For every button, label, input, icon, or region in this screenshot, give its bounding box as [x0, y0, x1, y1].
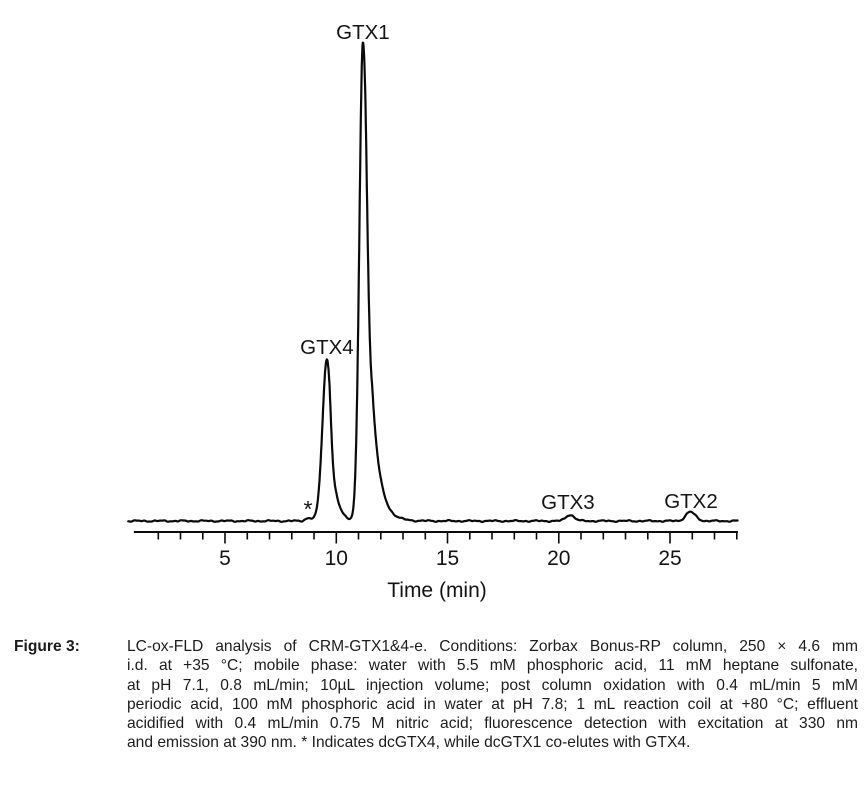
- x-tick-label-25: 25: [658, 547, 681, 570]
- x-tick-label-20: 20: [547, 547, 570, 570]
- peak-label-GTX2: GTX2: [664, 490, 718, 513]
- chromatogram-svg: 5 10 15 20 25 * GTX4 GTX1 GTX3 GTX2: [127, 21, 739, 570]
- x-axis-title: Time (min): [387, 579, 487, 602]
- chromatogram-chart: 5 10 15 20 25 * GTX4 GTX1 GTX3 GTX2 Time (min): [127, 21, 739, 602]
- caption-line: i.d. at +35 °C; mobile phase: water with…: [127, 657, 858, 675]
- caption-line: acidified with 0.4 mL/min 0.75 M nitric …: [127, 715, 858, 733]
- caption-line: periodic acid, 100 mM phosphoric acid in…: [127, 695, 858, 713]
- peak-label-GTX3: GTX3: [541, 491, 595, 514]
- caption-line: and emission at 390 nm. * Indicates dcGT…: [127, 734, 691, 752]
- peak-label-GTX1: GTX1: [336, 21, 390, 44]
- caption-line: LC-ox-FLD analysis of CRM-GTX1&4-e. Cond…: [127, 638, 858, 655]
- chromatogram-trace: [127, 41, 739, 523]
- figure-caption: Figure 3: LC-ox-FLD analysis of CRM-GTX1…: [0, 637, 865, 767]
- caption-line: at pH 7.1, 0.8 mL/min; 10µL injection vo…: [127, 676, 858, 694]
- peak-marker-dcGTX4: *: [304, 496, 313, 522]
- figure-caption-body: LC-ox-FLD analysis of CRM-GTX1&4-e. Cond…: [127, 637, 858, 753]
- figure-caption-label: Figure 3:: [14, 638, 80, 655]
- peak-label-GTX4: GTX4: [300, 336, 354, 359]
- x-tick-label-10: 10: [325, 547, 348, 570]
- x-tick-label-15: 15: [436, 547, 459, 570]
- x-tick-label-5: 5: [219, 547, 231, 570]
